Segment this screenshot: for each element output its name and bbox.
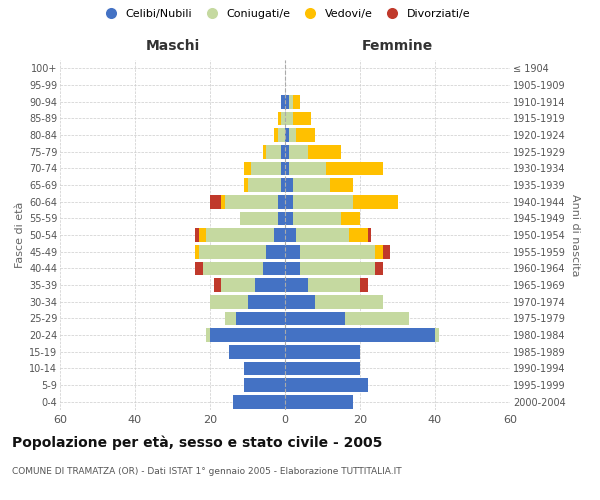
Bar xyxy=(281,95,285,108)
Bar xyxy=(206,228,274,242)
Bar xyxy=(326,162,383,175)
Bar xyxy=(210,295,248,308)
Bar xyxy=(195,228,199,242)
Bar xyxy=(300,262,375,275)
Bar xyxy=(289,145,308,158)
Bar xyxy=(289,95,293,108)
Legend: Celibi/Nubili, Coniugati/e, Vedovi/e, Divorziati/e: Celibi/Nubili, Coniugati/e, Vedovi/e, Di… xyxy=(95,4,475,23)
Bar xyxy=(293,212,341,225)
Bar xyxy=(233,395,285,408)
Bar xyxy=(285,395,353,408)
Bar xyxy=(221,278,255,292)
Bar xyxy=(285,278,308,292)
Bar xyxy=(345,312,409,325)
Bar xyxy=(240,212,277,225)
Bar xyxy=(296,128,315,142)
Bar xyxy=(293,195,353,208)
Bar xyxy=(281,162,285,175)
Bar xyxy=(248,178,281,192)
Bar xyxy=(285,328,435,342)
Bar xyxy=(248,295,285,308)
Bar xyxy=(435,328,439,342)
Bar xyxy=(285,345,360,358)
Bar xyxy=(195,245,199,258)
Bar xyxy=(285,212,293,225)
Bar xyxy=(330,178,353,192)
Bar xyxy=(293,95,300,108)
Bar xyxy=(251,162,281,175)
Bar xyxy=(285,378,367,392)
Bar xyxy=(277,212,285,225)
Text: Femmine: Femmine xyxy=(362,39,433,53)
Bar xyxy=(285,262,300,275)
Bar xyxy=(244,378,285,392)
Bar xyxy=(244,162,251,175)
Bar xyxy=(360,278,367,292)
Bar xyxy=(199,228,206,242)
Bar xyxy=(293,112,311,125)
Bar xyxy=(244,362,285,375)
Bar xyxy=(263,262,285,275)
Bar xyxy=(293,178,330,192)
Bar xyxy=(266,245,285,258)
Bar xyxy=(285,128,289,142)
Bar xyxy=(277,128,285,142)
Bar xyxy=(274,228,285,242)
Bar xyxy=(289,128,296,142)
Bar xyxy=(225,195,277,208)
Bar xyxy=(266,145,281,158)
Bar xyxy=(375,245,383,258)
Bar xyxy=(285,245,300,258)
Bar xyxy=(296,228,349,242)
Bar xyxy=(341,212,360,225)
Bar xyxy=(285,178,293,192)
Bar xyxy=(285,295,315,308)
Bar xyxy=(285,228,296,242)
Bar xyxy=(274,128,277,142)
Bar xyxy=(263,145,266,158)
Bar xyxy=(285,195,293,208)
Bar xyxy=(308,145,341,158)
Y-axis label: Fasce di età: Fasce di età xyxy=(14,202,25,268)
Y-axis label: Anni di nascita: Anni di nascita xyxy=(570,194,580,276)
Bar xyxy=(210,328,285,342)
Bar xyxy=(383,245,390,258)
Bar xyxy=(367,228,371,242)
Bar xyxy=(203,262,263,275)
Bar xyxy=(289,162,326,175)
Bar xyxy=(281,112,285,125)
Bar xyxy=(285,95,289,108)
Bar xyxy=(225,312,236,325)
Bar xyxy=(285,112,293,125)
Bar xyxy=(255,278,285,292)
Bar xyxy=(195,262,203,275)
Bar xyxy=(199,245,266,258)
Bar xyxy=(349,228,367,242)
Text: COMUNE DI TRAMATZA (OR) - Dati ISTAT 1° gennaio 2005 - Elaborazione TUTTITALIA.I: COMUNE DI TRAMATZA (OR) - Dati ISTAT 1° … xyxy=(12,468,401,476)
Bar xyxy=(221,195,225,208)
Bar xyxy=(300,245,375,258)
Bar xyxy=(244,178,248,192)
Bar xyxy=(229,345,285,358)
Bar xyxy=(206,328,210,342)
Bar xyxy=(375,262,383,275)
Bar xyxy=(285,162,289,175)
Bar xyxy=(315,295,383,308)
Bar xyxy=(281,145,285,158)
Bar xyxy=(353,195,398,208)
Bar xyxy=(281,178,285,192)
Text: Popolazione per età, sesso e stato civile - 2005: Popolazione per età, sesso e stato civil… xyxy=(12,435,382,450)
Bar xyxy=(285,145,289,158)
Bar xyxy=(277,112,281,125)
Text: Maschi: Maschi xyxy=(145,39,200,53)
Bar xyxy=(285,362,360,375)
Bar xyxy=(308,278,360,292)
Bar xyxy=(214,278,221,292)
Bar xyxy=(236,312,285,325)
Bar xyxy=(210,195,221,208)
Bar xyxy=(277,195,285,208)
Bar xyxy=(285,312,345,325)
